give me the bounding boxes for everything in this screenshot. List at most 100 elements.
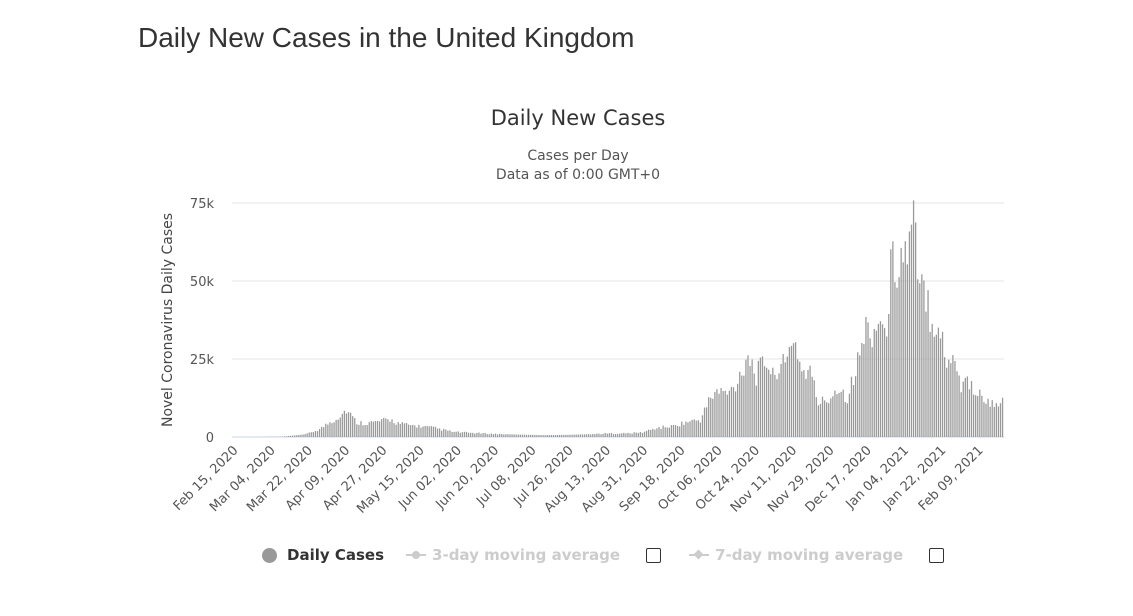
- legend-item-daily-cases[interactable]: Daily Cases: [262, 546, 384, 564]
- x-tick-label: Feb 09, 2021: [916, 443, 987, 514]
- bar: [927, 290, 929, 437]
- circle-marker-icon: [262, 547, 277, 563]
- bar: [505, 434, 507, 437]
- x-tick-label: Mar 04, 2020: [207, 443, 279, 515]
- bar: [836, 394, 838, 437]
- bar: [550, 435, 553, 437]
- bar: [991, 400, 993, 437]
- bar: [979, 389, 981, 437]
- bar: [616, 433, 619, 437]
- bar: [321, 426, 323, 437]
- bar: [772, 367, 774, 437]
- bar: [596, 433, 598, 437]
- bar: [718, 393, 720, 437]
- bar: [883, 328, 886, 437]
- diamond-line-marker-icon: [689, 549, 710, 561]
- bar: [443, 428, 445, 437]
- bar: [894, 282, 896, 437]
- bar: [438, 428, 441, 437]
- bar: [414, 425, 416, 437]
- bar: [418, 424, 420, 437]
- legend-label: Daily Cases: [287, 546, 385, 564]
- bar: [420, 427, 422, 437]
- 3-day-average-checkbox[interactable]: [646, 547, 662, 563]
- bar: [530, 434, 532, 437]
- bar: [904, 241, 906, 437]
- bar: [933, 336, 935, 437]
- bar: [664, 427, 666, 437]
- bar: [809, 365, 811, 437]
- bar: [542, 435, 544, 437]
- bar: [478, 432, 480, 437]
- bar: [807, 369, 809, 437]
- legend-label: 3-day moving average: [432, 546, 621, 564]
- bar: [873, 328, 875, 437]
- bar: [869, 338, 871, 437]
- y-tick-label: 75k: [190, 197, 215, 212]
- bar: [633, 432, 635, 437]
- bar: [782, 354, 784, 437]
- bar: [670, 425, 673, 437]
- bar: [548, 435, 550, 437]
- bar: [360, 421, 362, 437]
- bar: [648, 429, 650, 437]
- bar: [695, 420, 697, 437]
- bar: [339, 417, 341, 437]
- bar: [691, 419, 693, 437]
- bar: [956, 371, 958, 437]
- bar: [881, 324, 884, 437]
- bar: [381, 419, 383, 437]
- bar: [409, 425, 412, 437]
- bar: [832, 396, 834, 437]
- bar: [544, 435, 546, 437]
- y-tick-labels: 0 25k 50k 75k: [190, 197, 215, 446]
- legend-item-7-day-average[interactable]: 7-day moving average: [689, 546, 950, 564]
- bar: [896, 287, 898, 437]
- legend-item-3-day-average[interactable]: 3-day moving average: [406, 546, 667, 564]
- bar: [517, 434, 519, 437]
- bar: [995, 403, 997, 437]
- bar: [658, 426, 660, 437]
- bar: [329, 422, 331, 437]
- bar: [370, 421, 372, 437]
- bar: [554, 434, 557, 437]
- bar: [556, 434, 559, 437]
- bar: [745, 359, 747, 437]
- bar: [612, 434, 615, 437]
- bar: [964, 377, 966, 437]
- bar: [931, 323, 933, 437]
- bar: [857, 352, 859, 437]
- bar: [509, 434, 511, 437]
- bar: [507, 434, 509, 437]
- bar: [397, 422, 399, 437]
- bar: [668, 427, 670, 437]
- bar: [641, 432, 644, 437]
- bar: [910, 224, 913, 437]
- bar: [316, 431, 319, 437]
- bar: [476, 432, 478, 437]
- bar: [639, 432, 642, 437]
- bar: [563, 434, 565, 437]
- bar: [480, 433, 482, 437]
- bar: [834, 390, 836, 437]
- bar: [465, 431, 468, 437]
- bar: [679, 426, 681, 437]
- bar: [705, 407, 708, 437]
- bar: [983, 402, 985, 437]
- bar-series-daily-cases: [234, 200, 1004, 437]
- bar: [571, 434, 573, 437]
- bar: [434, 426, 437, 437]
- bar: [879, 321, 882, 437]
- bar: [383, 417, 385, 437]
- bar: [561, 434, 563, 437]
- bar: [422, 426, 424, 437]
- bar: [999, 403, 1002, 437]
- bar: [645, 430, 648, 437]
- x-tick-label: Mar 22, 2020: [244, 443, 316, 515]
- 7-day-average-checkbox[interactable]: [929, 547, 945, 563]
- line-marker-icon: [406, 549, 427, 561]
- bar: [650, 429, 652, 437]
- daily-cases-chart: Daily New Cases Cases per Day Data as of…: [160, 106, 1004, 517]
- bar: [416, 427, 418, 437]
- bar: [854, 376, 857, 437]
